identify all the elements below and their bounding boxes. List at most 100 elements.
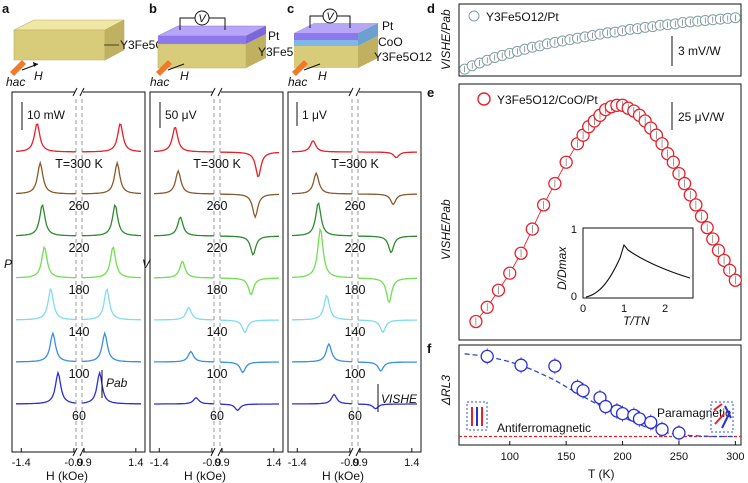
panel-label-c: c: [287, 1, 294, 16]
panel-b-plot: -1.4 -0.90.9 1.4 T=300 K 260 220 180 140 100 60: [150, 87, 281, 469]
panel-c-trace-6: [292, 393, 417, 410]
panel-b-break-mark: [217, 447, 223, 457]
panel-f-point: [480, 349, 494, 364]
panel-c-trace-5: [292, 342, 417, 372]
panel-f-point: [514, 358, 528, 372]
panel-f-plot: 100 150 200 250 300: [459, 348, 745, 463]
panel-e-ylabel: VISHE/Pab: [439, 199, 453, 260]
panel-c-xlabel: H (kOe): [322, 469, 364, 483]
panel-c-break-gap: [351, 88, 359, 96]
panel-f-point: [598, 399, 613, 414]
panel-c-break-gap: [351, 448, 359, 456]
panel-e-scale-label: 25 μV/W: [678, 110, 725, 124]
panel-b-xtick-label: -1.4: [150, 457, 169, 469]
panel-c-temp-label: 140: [345, 325, 366, 339]
inset-xtick-0: 0: [580, 303, 586, 315]
schematic-a: Y3Fe5O12 hac H: [6, 19, 178, 89]
panel-b-ylabel: V: [142, 257, 151, 271]
panel-f-point: [615, 406, 630, 421]
panel-a-xtick-label: -1.4: [12, 457, 31, 469]
panel-a-temp-label: T=300 K: [55, 157, 103, 171]
panel-c-break-mark: [355, 87, 361, 97]
panel-c-trace-0: [292, 140, 417, 159]
panel-b-break-gap: [213, 88, 221, 96]
panel-a-plot: -1.4 -0.90.9 1.4 T=300 K 260 220 180 140 100 60: [12, 87, 143, 469]
panel-f-point: [576, 384, 590, 398]
panel-c-temp-label: 60: [348, 409, 362, 423]
panel-f-xtick-label: 150: [557, 451, 575, 463]
panel-e-frame: [458, 83, 742, 341]
panel-b-break-mark: [217, 87, 223, 97]
panel-a-xtick-label: 0.9: [76, 457, 91, 469]
panel-f-paramagnetic: Paramagnetic: [657, 406, 731, 420]
panel-b-break-mark: [210, 87, 216, 97]
schematic-a-hac: hac: [6, 75, 25, 89]
panel-a-temp-label: 220: [69, 241, 90, 255]
panel-f-antiferromagnetic: Antiferromagnetic: [497, 421, 591, 435]
panel-b-temp-label: 220: [207, 241, 228, 255]
panel-f-xtick-label: 200: [613, 451, 631, 463]
panel-c-break-mark: [355, 447, 361, 457]
panel-c-temp-label: 100: [345, 367, 366, 381]
panel-f-xtick-label: 250: [670, 451, 688, 463]
inset-xtick-2: 2: [662, 303, 668, 315]
panel-c-trace-3: [291, 227, 417, 304]
panel-a-trace-5: [16, 331, 141, 363]
panel-b-trace-5: [154, 350, 279, 374]
panel-a-temp-label: 260: [69, 199, 90, 213]
spin-box-right: [710, 401, 734, 433]
panel-d-legend: Y3Fe5O12/Pt: [486, 10, 559, 24]
panel-c-temp-label: 180: [345, 283, 366, 297]
panel-b-temp-label: 60: [210, 409, 224, 423]
panel-a-trace-2: [15, 203, 142, 237]
panel-c-xtick-label: 0.9: [352, 457, 367, 469]
panel-d-ylabel: VISHE/Pab: [439, 9, 453, 70]
panel-f-point: [655, 422, 669, 437]
panel-b-xtick-label: -0.9: [202, 457, 221, 469]
panel-b-xlabel: H (kOe): [184, 469, 226, 483]
panel-a-temp-label: 100: [69, 367, 90, 381]
panel-c-trace-2: [292, 201, 418, 254]
panel-a-trace-0: [15, 123, 142, 153]
panel-b-temp-label: 100: [207, 367, 228, 381]
panel-a-trace-4: [16, 287, 141, 321]
panel-c-break-mark: [348, 447, 354, 457]
panel-b-temp-label: 180: [207, 283, 228, 297]
panel-a-trace-1: [15, 160, 142, 195]
panel-label-f: f: [427, 341, 432, 356]
spin-box-left: [466, 401, 488, 431]
inset-ytick-1: 1: [571, 224, 577, 236]
panel-c-trace-4: [292, 294, 417, 334]
panel-e-legend: Y3Fe5O12/CoO/Pt: [497, 93, 598, 107]
panel-b-trace-3: [154, 260, 279, 296]
panel-b-xtick-label: 1.4: [266, 457, 281, 469]
inset-ytick-0: 0: [571, 291, 577, 303]
panel-a-xtick-label: -0.9: [64, 457, 83, 469]
panel-b-trace-6: [154, 396, 279, 412]
schematic-c-layer-yig: Y3Fe5O12: [374, 50, 432, 64]
schematic-c-hac: hac: [288, 75, 307, 89]
panel-a-scale-label: 10 mW: [27, 108, 66, 122]
panel-c-temp-label: 260: [345, 199, 366, 213]
panel-a-xtick-label: 1.4: [128, 457, 143, 469]
panel-c-xtick-label: -1.4: [288, 457, 307, 469]
panel-a-break-mark: [72, 447, 78, 457]
panel-a-xlabel: H (kOe): [46, 469, 88, 483]
panel-c-xtick-label: 1.4: [404, 457, 419, 469]
schematic-c-h: H: [318, 69, 327, 83]
panel-label-b: b: [149, 1, 157, 16]
panel-b-trace-0: [154, 126, 279, 178]
panel-f-xlabel: T (K): [588, 467, 614, 481]
panel-c-temp-label: 220: [345, 241, 366, 255]
schematic-b-meter: V: [198, 13, 207, 25]
panel-c-xtick-label: -0.9: [340, 457, 359, 469]
panel-a-frame: [11, 91, 146, 453]
schematic-c-meter: V: [326, 11, 335, 23]
panel-b-temp-label: T=300 K: [193, 157, 241, 171]
panel-d-frame: [458, 3, 742, 77]
panel-d-plot: [459, 12, 741, 75]
panel-d-scale-label: 3 mV/W: [678, 44, 721, 58]
schematic-c: V Pt CoO Y3Fe5O12 hac H: [288, 8, 432, 89]
panel-a-break-gap: [75, 88, 83, 96]
